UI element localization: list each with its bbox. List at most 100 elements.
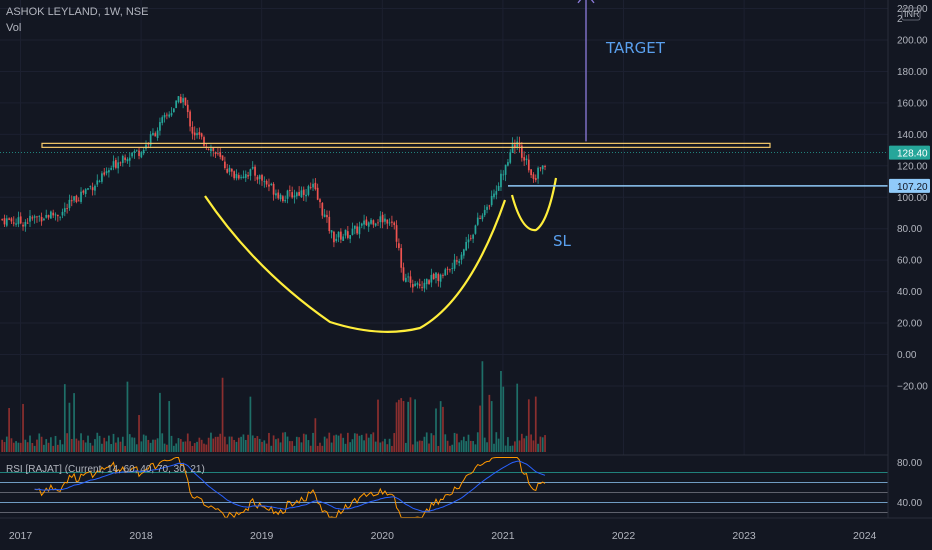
volume-bar: [407, 401, 410, 452]
rsi-label: RSI [RAJAT] (Current, 14, 60, 40, 70, 30…: [6, 464, 205, 475]
volume-bar: [360, 434, 363, 452]
volume-bar: [33, 445, 36, 452]
candle-body: [402, 267, 405, 281]
volume-bar: [349, 442, 352, 452]
cup-curve: [204, 195, 507, 333]
volume-bar: [189, 441, 191, 452]
candle-body: [45, 215, 48, 218]
candle-body: [247, 175, 249, 177]
candle-body: [500, 173, 502, 188]
candle-body: [114, 159, 117, 168]
volume-bar: [428, 443, 430, 452]
candle-body: [66, 208, 68, 210]
volume-bar: [63, 384, 66, 452]
volume-bar: [432, 435, 435, 452]
candle-body: [449, 269, 451, 271]
volume-bar: [462, 436, 465, 452]
volume-bar: [5, 436, 8, 452]
volume-bar: [282, 432, 284, 452]
candle-body: [226, 168, 229, 173]
candle-body: [135, 149, 138, 151]
price-axis[interactable]: 220.00200.00180.00160.00140.00120.00100.…: [887, 0, 932, 550]
candle-body: [333, 231, 335, 243]
volume-bar: [205, 444, 208, 452]
candle-body: [414, 283, 416, 287]
resistance-band: [41, 142, 771, 148]
volume-bar: [353, 433, 356, 452]
time-axis[interactable]: 2017 2018 2019 2020 2021 2022 2023 2024: [0, 517, 932, 542]
candle-body: [490, 195, 493, 206]
volume-bar: [286, 436, 289, 452]
volume-bar: [175, 443, 178, 452]
candle-body: [302, 189, 305, 195]
volume-bar: [404, 442, 407, 452]
candle-body: [59, 216, 62, 218]
volume-bar: [172, 445, 175, 452]
volume-bar: [449, 445, 451, 452]
volume-bar: [159, 392, 161, 452]
volume-bar: [142, 434, 145, 452]
candle-body: [189, 111, 191, 127]
candle-body: [161, 117, 164, 123]
candle-body: [351, 228, 354, 235]
volume-bar: [509, 445, 512, 452]
candle-body: [425, 278, 428, 285]
candle-body: [523, 157, 526, 161]
volume-bar: [333, 435, 335, 452]
candle-body: [172, 108, 175, 113]
candle-body: [73, 196, 75, 201]
volume-bar: [94, 439, 96, 452]
candle-body: [47, 215, 50, 218]
volume-bar: [15, 441, 17, 452]
volume-bar: [70, 438, 73, 452]
volume-bar: [112, 433, 115, 452]
candle-body: [379, 216, 382, 223]
candle-body: [77, 200, 80, 202]
candle-body: [291, 192, 294, 198]
candle-body: [131, 152, 133, 157]
volume-bar: [374, 441, 377, 452]
candle-body: [108, 170, 110, 173]
candle-body: [175, 100, 178, 109]
candle-body: [374, 223, 377, 226]
volume-bar: [135, 444, 138, 452]
volume-bar: [45, 439, 48, 452]
candle-body: [391, 221, 393, 223]
volume-bar: [356, 433, 358, 452]
candle-body: [428, 280, 430, 284]
candle-body: [305, 194, 307, 197]
candle-body: [98, 181, 101, 182]
price-tick-label: 60.00: [897, 256, 922, 267]
candle-body: [388, 222, 391, 224]
candle-body: [277, 192, 280, 199]
candle-body: [293, 195, 296, 198]
candle-body: [460, 254, 463, 260]
candle-body: [465, 241, 468, 251]
volume-bar: [19, 442, 22, 452]
volume-bar: [1, 439, 4, 452]
candle-body: [527, 159, 530, 171]
volume-bar: [244, 439, 247, 452]
candle-body: [282, 196, 284, 202]
candle-body: [488, 205, 491, 207]
volume-bar: [460, 440, 463, 452]
volume-bar: [520, 433, 523, 452]
volume-bar: [312, 432, 314, 452]
volume-bar: [544, 435, 546, 452]
volume-bar: [230, 436, 233, 452]
volume-bar: [168, 401, 171, 452]
volume-bar: [342, 437, 345, 452]
candle-body: [184, 97, 187, 106]
candle-body: [349, 235, 352, 239]
currency-box: [901, 7, 921, 21]
volume-bar: [456, 433, 458, 452]
volume-bar: [402, 400, 405, 452]
volume-bar: [221, 377, 224, 452]
volume-bar: [335, 434, 338, 452]
volume-bar: [300, 442, 303, 452]
volume-bar: [207, 437, 210, 452]
volume-bar: [212, 438, 215, 452]
price-tick-label: 160.00: [897, 98, 928, 109]
candle-body: [279, 194, 282, 200]
